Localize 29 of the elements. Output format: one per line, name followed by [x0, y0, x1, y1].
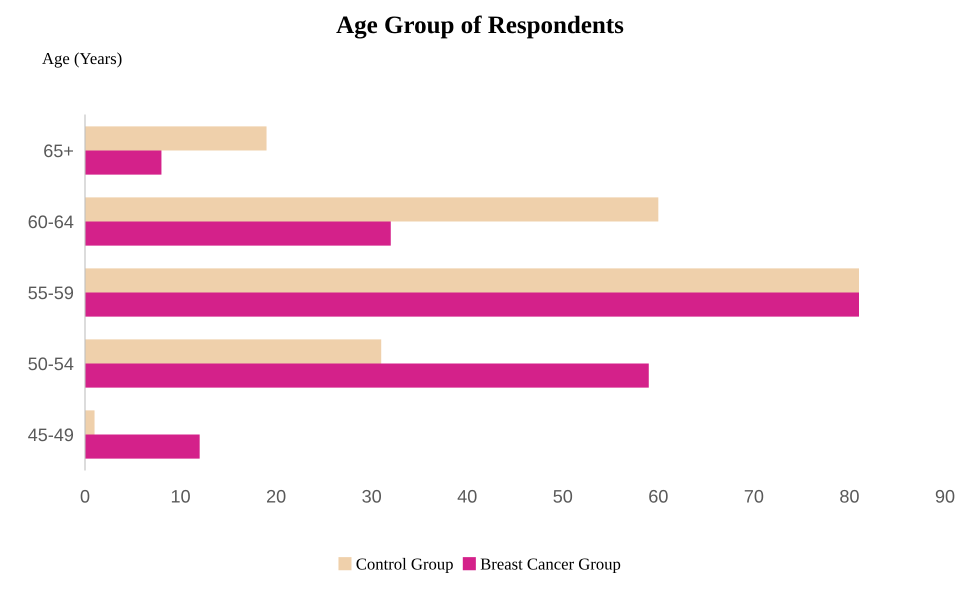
x-tick-label: 20 [266, 490, 286, 503]
y-tick-label: 45-49 [28, 428, 74, 442]
x-tick-label: 30 [362, 490, 382, 503]
bar [85, 292, 859, 317]
y-tick-label: 50-54 [28, 357, 74, 370]
x-tick-label: 90 [936, 490, 954, 503]
y-axis-title: Age (Years) [42, 52, 122, 68]
bar [85, 268, 859, 292]
x-tick-label: 40 [458, 490, 477, 503]
bar [85, 410, 95, 434]
legend-label: Control Group [356, 558, 453, 574]
bar [85, 126, 267, 150]
x-tick-label: 70 [744, 490, 764, 503]
chart-title: Age Group of Respondents [336, 15, 624, 39]
bar [85, 197, 658, 222]
bar [85, 434, 200, 459]
x-tick-label: 0 [80, 490, 90, 503]
legend-label: Breast Cancer Group [480, 558, 620, 574]
x-tick-label: 60 [649, 490, 668, 503]
y-tick-label: 55-59 [28, 286, 74, 300]
bar [85, 364, 649, 388]
bar [85, 150, 162, 175]
x-tick-label: 10 [172, 490, 190, 503]
y-tick-label: 60-64 [28, 215, 74, 228]
x-tick-label: 80 [840, 490, 859, 503]
bar [85, 339, 382, 364]
x-tick-label: 50 [553, 490, 572, 503]
y-tick-label: 65+ [44, 144, 73, 158]
bar [85, 222, 391, 246]
